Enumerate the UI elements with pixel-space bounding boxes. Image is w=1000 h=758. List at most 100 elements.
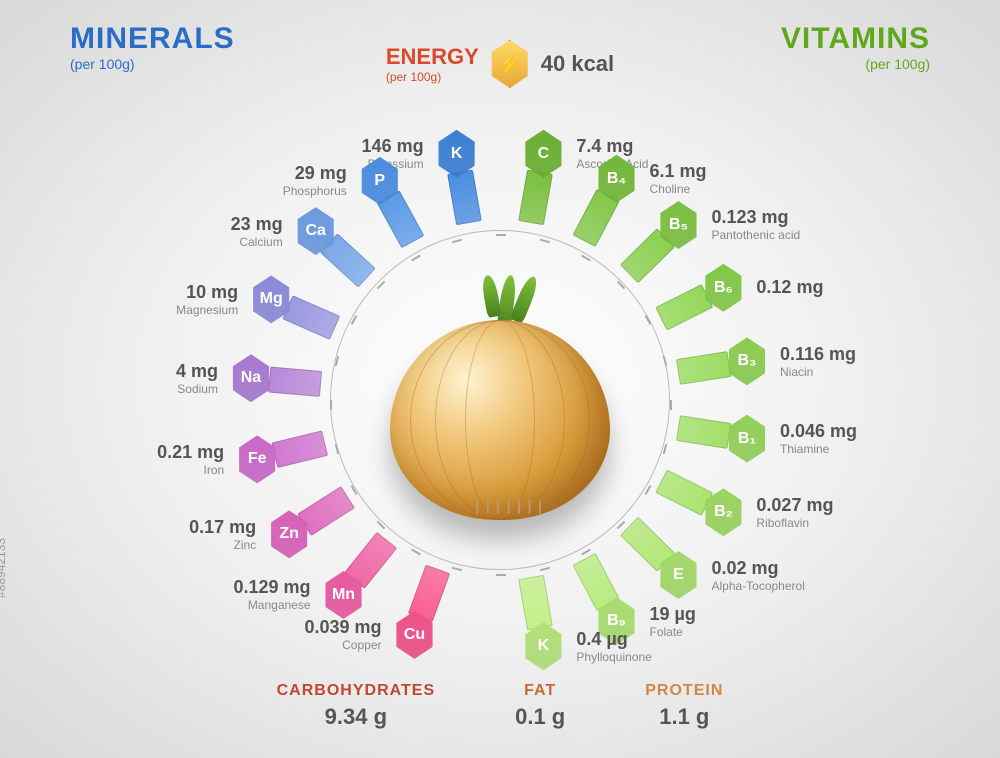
element-hexagon-icon: P <box>359 157 401 205</box>
nutrient-text: 29 mgPhosphorus <box>283 163 347 198</box>
nutrient-value: 0.129 mg <box>233 577 310 598</box>
nutrient-value: 29 mg <box>283 163 347 184</box>
vitamins-title: VITAMINS <box>781 22 930 56</box>
right-nutrient-entry: B₃ 0.116 mgNiacin <box>726 337 856 385</box>
nutrient-value: 0.17 mg <box>189 517 256 538</box>
left-nutrient-entry: 29 mgPhosphorus P <box>283 157 401 205</box>
right-nutrient-entry: B₁0.046 mgThiamine <box>726 415 857 463</box>
nutrient-text: 0.02 mgAlpha-Tocopherol <box>711 558 804 593</box>
element-hexagon-icon: B₄ <box>596 155 638 203</box>
vitamins-header: VITAMINS (per 100g) <box>781 22 930 72</box>
right-nutrient-entry: K 0.4 µgPhylloquinone <box>522 622 651 670</box>
nutrient-name: Phosphorus <box>283 184 347 198</box>
energy-block: ENERGY (per 100g) 40 kcal <box>386 40 614 88</box>
element-hexagon-icon: B₂ <box>702 488 744 536</box>
right-nutrient-entry: B₅ 0.123 mgPantothenic acid <box>657 201 800 249</box>
nutrient-name: Thiamine <box>780 442 857 456</box>
macronutrients-row: CARBOHYDRATES 9.34 g FAT 0.1 g PROTEIN 1.1 g <box>277 682 724 730</box>
element-hexagon-icon: E <box>657 551 699 599</box>
vitamins-sub: (per 100g) <box>781 56 930 72</box>
element-hexagon-icon: Zn <box>268 510 310 558</box>
right-nutrient-entry: E 0.02 mgAlpha-Tocopherol <box>657 551 804 599</box>
element-hexagon-icon: Fe <box>236 435 278 483</box>
nutrient-name: Zinc <box>189 538 256 552</box>
nutrient-text: 10 mgMagnesium <box>176 282 238 317</box>
nutrient-value: 0.116 mg <box>780 344 856 365</box>
element-hexagon-icon: Mg <box>250 275 292 323</box>
nutrient-value: 10 mg <box>176 282 238 303</box>
element-hexagon-icon: B₃ <box>726 337 768 385</box>
nutrient-name: Phylloquinone <box>576 650 651 664</box>
tick-mark <box>581 549 591 556</box>
nutrient-value: 0.21 mg <box>157 442 224 463</box>
nutrient-value: 0.046 mg <box>780 421 857 442</box>
macro-value: 1.1 g <box>645 704 723 730</box>
element-hexagon-icon: K <box>522 622 564 670</box>
nutrient-text: 0.21 mgIron <box>157 442 224 477</box>
energy-label: ENERGY <box>386 44 479 69</box>
nutrient-name: Niacin <box>780 365 856 379</box>
element-hexagon-icon: Ca <box>295 207 337 255</box>
nutrient-text: 23 mgCalcium <box>231 214 283 249</box>
left-nutrient-entry: 10 mgMagnesium Mg <box>176 275 292 323</box>
watermark: #88942133 <box>0 538 8 598</box>
nutrient-text: 0.12 mg <box>756 277 823 298</box>
left-arc-segment <box>268 367 322 397</box>
energy-bolt-icon <box>489 40 531 88</box>
nutrient-value: 0.02 mg <box>711 558 804 579</box>
nutrient-value: 0.4 µg <box>576 629 651 650</box>
nutrient-value: 0.123 mg <box>711 207 800 228</box>
nutrient-name: Riboflavin <box>756 516 833 530</box>
minerals-header: MINERALS (per 100g) <box>70 22 235 72</box>
macro-item: FAT 0.1 g <box>515 682 565 730</box>
nutrient-text: 0.17 mgZinc <box>189 517 256 552</box>
minerals-sub: (per 100g) <box>70 56 235 72</box>
nutrient-text: 0.027 mgRiboflavin <box>756 495 833 530</box>
minerals-title: MINERALS <box>70 22 235 56</box>
nutrient-name: Calcium <box>231 235 283 249</box>
nutrient-text: 4 mgSodium <box>176 361 218 396</box>
nutrient-value: 6.1 mg <box>650 161 707 182</box>
energy-value: 40 kcal <box>541 51 614 77</box>
nutrient-value: 4 mg <box>176 361 218 382</box>
left-nutrient-entry: 0.21 mgIron Fe <box>157 435 278 483</box>
macro-label: PROTEIN <box>645 682 723 700</box>
nutrient-name: Iron <box>157 463 224 477</box>
macro-item: PROTEIN 1.1 g <box>645 682 723 730</box>
nutrient-text: 0.4 µgPhylloquinone <box>576 629 651 664</box>
element-hexagon-icon: K <box>436 130 478 178</box>
left-nutrient-entry: 23 mgCalcium Ca <box>231 207 337 255</box>
nutrient-name: Magnesium <box>176 303 238 317</box>
nutrient-text: 0.129 mgManganese <box>233 577 310 612</box>
nutrient-text: 0.123 mgPantothenic acid <box>711 207 800 242</box>
tick-mark <box>496 234 506 236</box>
tick-mark <box>540 567 550 572</box>
tick-mark <box>670 400 672 410</box>
left-nutrient-entry: 0.039 mgCopperCu <box>304 611 435 659</box>
macro-item: CARBOHYDRATES 9.34 g <box>277 682 435 730</box>
macro-label: CARBOHYDRATES <box>277 682 435 700</box>
tick-mark <box>496 574 506 576</box>
macro-value: 0.1 g <box>515 704 565 730</box>
nutrient-name: Copper <box>304 638 381 652</box>
macro-value: 9.34 g <box>277 704 435 730</box>
right-nutrient-entry: B₆ 0.12 mg <box>702 264 823 312</box>
left-nutrient-entry: 4 mgSodiumNa <box>176 354 272 402</box>
element-hexagon-icon: B₆ <box>702 264 744 312</box>
nutrient-value: 0.039 mg <box>304 617 381 638</box>
macro-label: FAT <box>515 682 565 700</box>
nutrient-text: 0.039 mgCopper <box>304 617 381 652</box>
element-hexagon-icon: B₅ <box>657 201 699 249</box>
nutrient-text: 0.116 mgNiacin <box>780 344 856 379</box>
nutrient-name: Sodium <box>176 382 218 396</box>
nutrient-value: 19 µg <box>650 604 696 625</box>
nutrient-value: 146 mg <box>362 136 424 157</box>
tick-mark <box>330 400 332 410</box>
nutrient-value: 0.12 mg <box>756 277 823 298</box>
left-nutrient-entry: 0.17 mgZinc Zn <box>189 510 310 558</box>
nutrient-name: Choline <box>650 182 707 196</box>
element-hexagon-icon: C <box>522 130 564 178</box>
right-nutrient-entry: B₂ 0.027 mgRiboflavin <box>702 488 833 536</box>
tick-mark <box>452 567 462 572</box>
nutrient-name: Manganese <box>233 598 310 612</box>
